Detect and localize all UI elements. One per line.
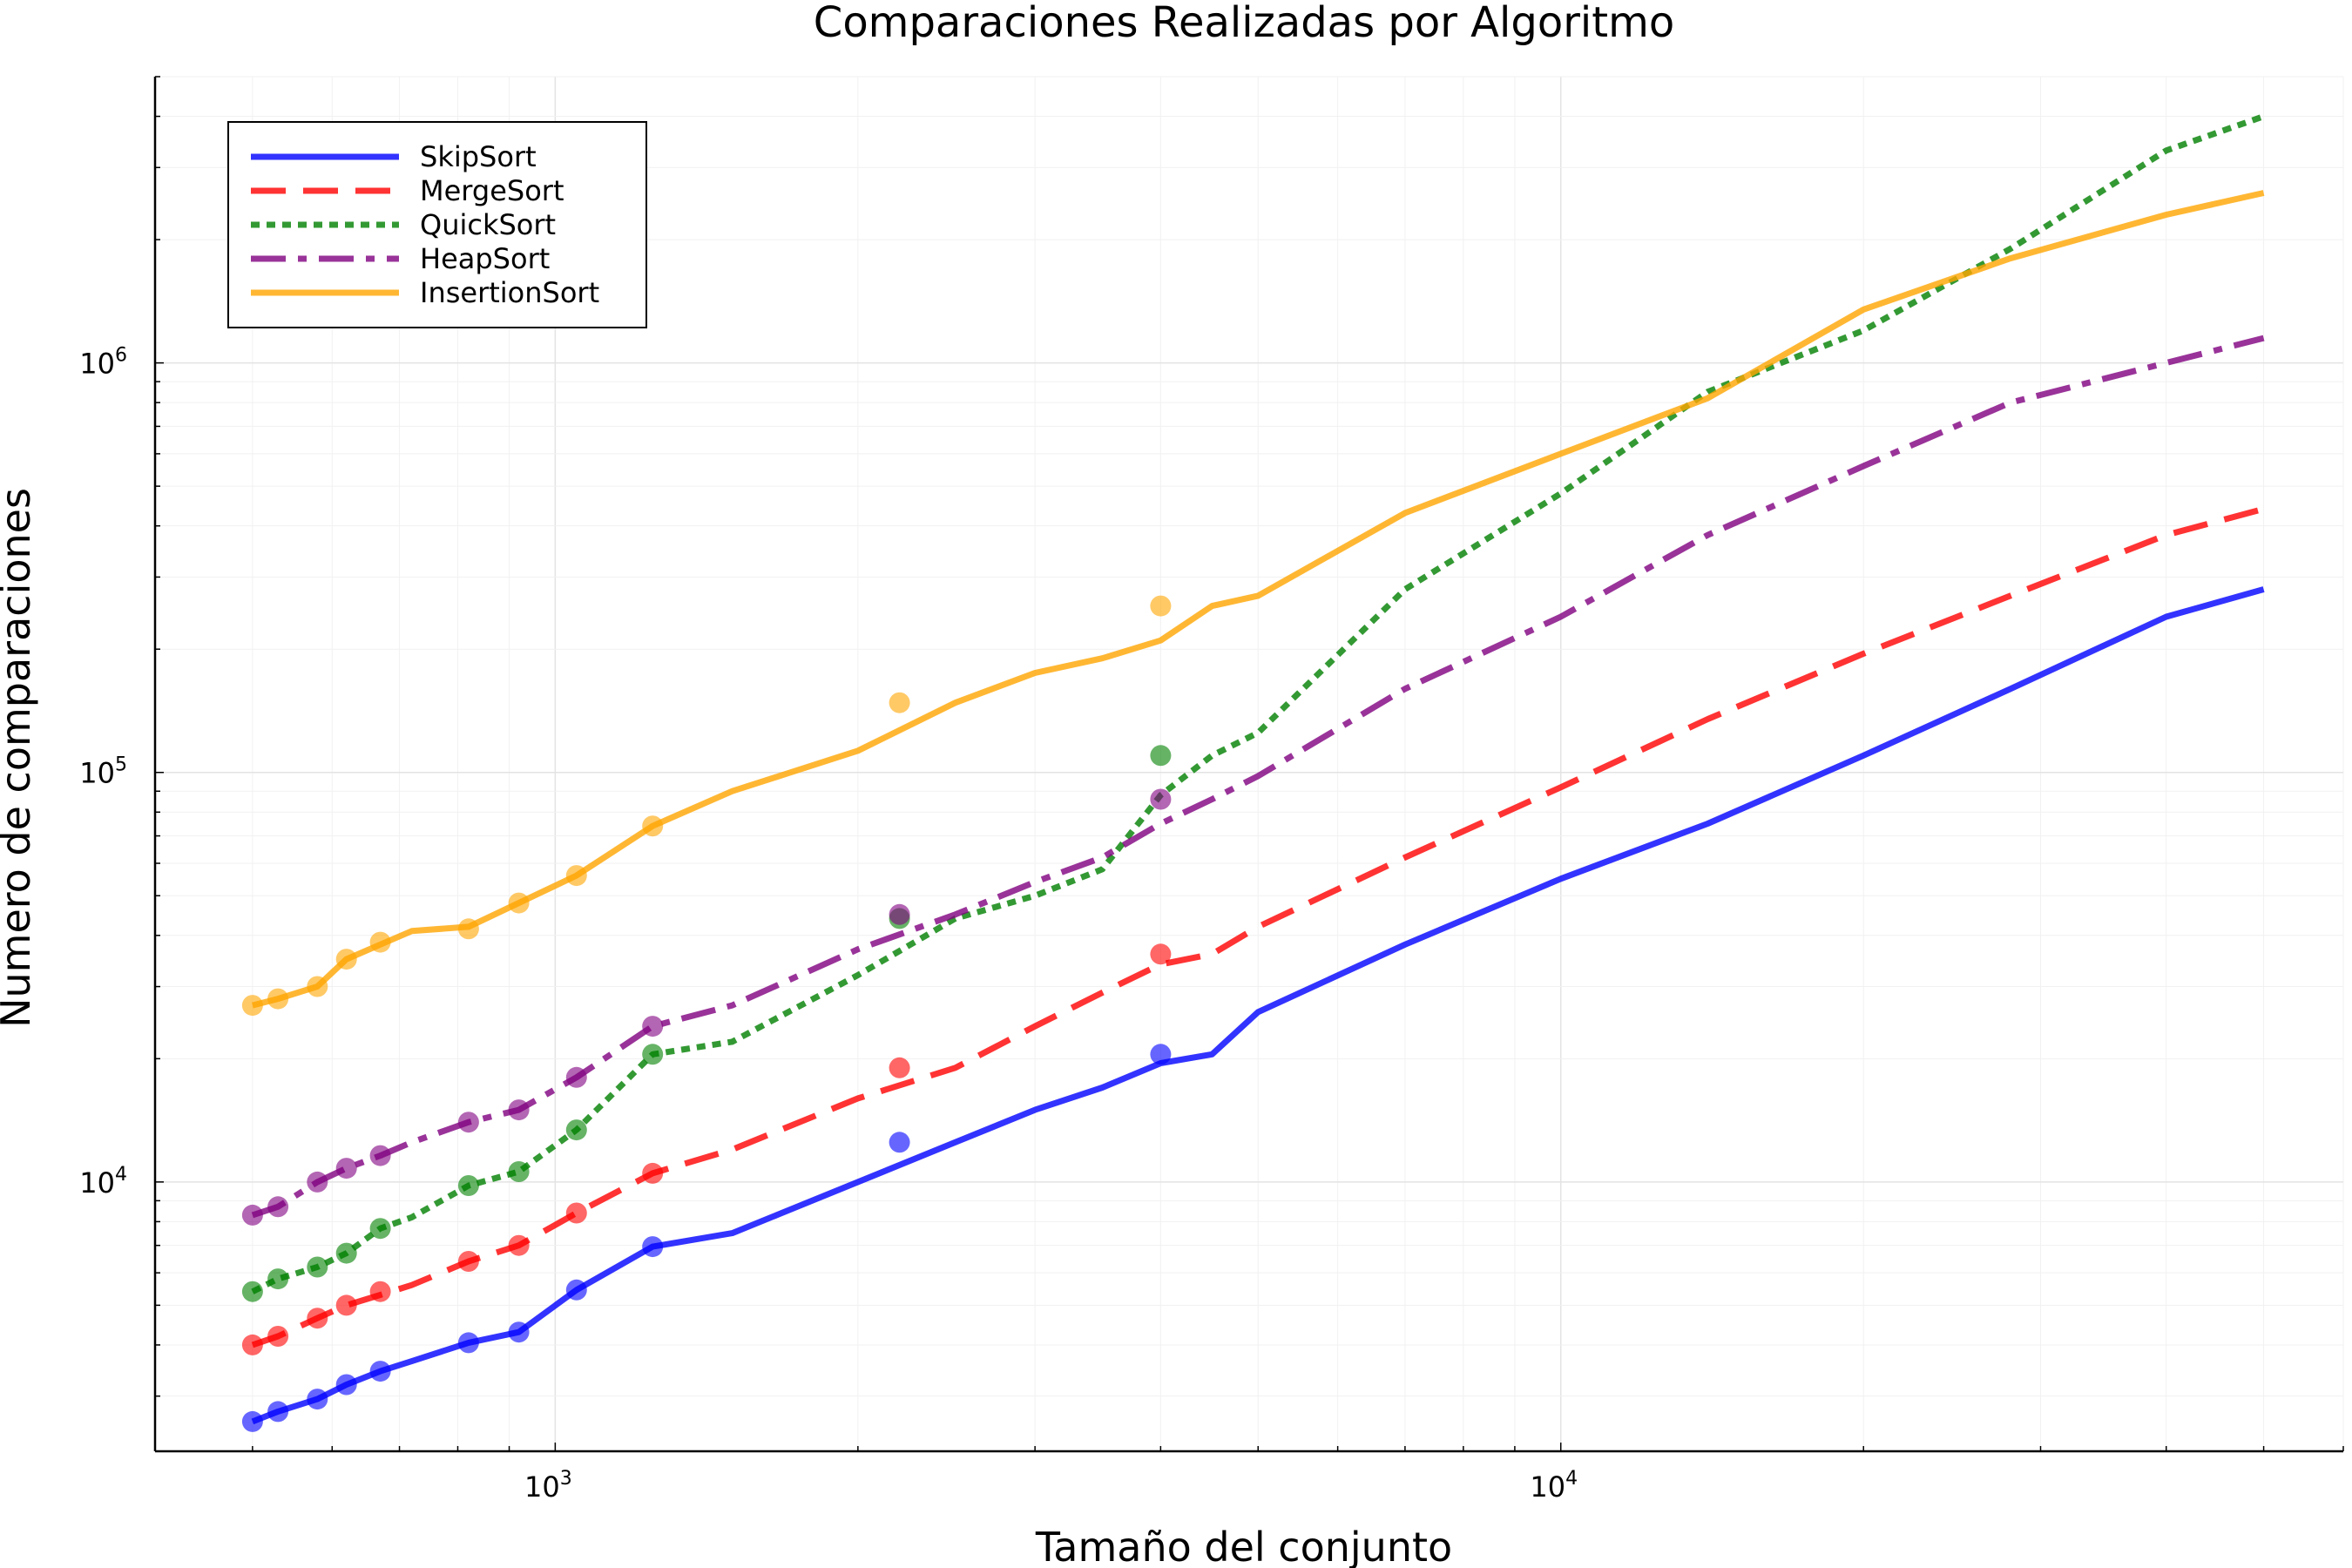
y-tick-base: 10 bbox=[79, 757, 115, 790]
data-point-skipsort bbox=[1150, 1044, 1172, 1065]
data-point-skipsort bbox=[241, 1410, 263, 1432]
data-point-insertionsort bbox=[889, 692, 910, 713]
data-point-quicksort bbox=[241, 1281, 263, 1302]
data-point-heapsort bbox=[335, 1158, 357, 1179]
data-point-insertionsort bbox=[335, 949, 357, 970]
data-point-mergesort bbox=[889, 1057, 910, 1078]
x-tick-label: 103 bbox=[524, 1468, 572, 1504]
data-point-quicksort bbox=[508, 1161, 530, 1182]
data-point-insertionsort bbox=[267, 988, 289, 1010]
data-point-skipsort bbox=[369, 1361, 391, 1382]
data-point-skipsort bbox=[508, 1321, 530, 1343]
data-point-heapsort bbox=[1150, 788, 1172, 810]
data-point-insertionsort bbox=[307, 976, 328, 997]
data-point-insertionsort bbox=[508, 892, 530, 914]
data-point-insertionsort bbox=[565, 865, 587, 887]
y-tick-exponent: 4 bbox=[115, 1164, 127, 1186]
data-point-quicksort bbox=[335, 1242, 357, 1264]
legend: SkipSortMergeSortQuickSortHeapSortInsert… bbox=[227, 121, 647, 328]
data-point-heapsort bbox=[889, 903, 910, 925]
data-point-skipsort bbox=[457, 1332, 479, 1354]
data-point-mergesort bbox=[457, 1251, 479, 1272]
legend-label-quicksort: QuickSort bbox=[420, 208, 556, 241]
y-tick-exponent: 5 bbox=[115, 754, 127, 776]
data-point-heapsort bbox=[457, 1112, 479, 1133]
x-tick-exponent: 4 bbox=[1565, 1468, 1578, 1490]
data-point-mergesort bbox=[565, 1202, 587, 1224]
x-tick-exponent: 3 bbox=[560, 1468, 572, 1490]
data-point-mergesort bbox=[307, 1308, 328, 1329]
data-point-heapsort bbox=[508, 1099, 530, 1121]
x-tick-base: 10 bbox=[1530, 1470, 1565, 1504]
x-tick-base: 10 bbox=[524, 1470, 560, 1504]
data-point-mergesort bbox=[1150, 943, 1172, 965]
data-point-insertionsort bbox=[457, 918, 479, 940]
x-axis-label: Tamaño del conjunto bbox=[1035, 1524, 1452, 1568]
data-point-heapsort bbox=[267, 1196, 289, 1218]
markers bbox=[241, 595, 1172, 1432]
data-point-quicksort bbox=[267, 1268, 289, 1290]
data-point-mergesort bbox=[241, 1334, 263, 1355]
data-point-heapsort bbox=[565, 1066, 587, 1088]
data-point-quicksort bbox=[369, 1218, 391, 1240]
data-point-heapsort bbox=[241, 1204, 263, 1226]
data-point-quicksort bbox=[307, 1256, 328, 1278]
legend-label-insertionsort: InsertionSort bbox=[420, 276, 599, 309]
data-point-insertionsort bbox=[241, 995, 263, 1017]
data-point-heapsort bbox=[307, 1171, 328, 1193]
legend-label-skipsort: SkipSort bbox=[420, 140, 537, 173]
data-point-skipsort bbox=[335, 1374, 357, 1396]
legend-label-mergesort: MergeSort bbox=[420, 174, 564, 207]
y-tick-base: 10 bbox=[79, 1166, 115, 1200]
data-point-skipsort bbox=[267, 1401, 289, 1423]
data-point-quicksort bbox=[565, 1119, 587, 1141]
y-tick-label: 106 bbox=[79, 345, 127, 381]
y-tick-label: 104 bbox=[79, 1164, 127, 1200]
chart-title: Comparaciones Realizadas por Algoritmo bbox=[814, 0, 1674, 47]
data-point-mergesort bbox=[642, 1162, 664, 1184]
data-point-quicksort bbox=[457, 1175, 479, 1196]
data-point-skipsort bbox=[889, 1132, 910, 1153]
y-tick-label: 105 bbox=[79, 754, 127, 790]
data-point-quicksort bbox=[642, 1044, 664, 1065]
data-point-quicksort bbox=[1150, 745, 1172, 767]
data-point-insertionsort bbox=[642, 815, 664, 837]
data-point-heapsort bbox=[369, 1145, 391, 1166]
data-point-insertionsort bbox=[369, 931, 391, 953]
legend-label-heapsort: HeapSort bbox=[420, 242, 550, 275]
data-point-insertionsort bbox=[1150, 595, 1172, 617]
y-axis-label: Numero de comparaciones bbox=[0, 488, 39, 1028]
data-point-mergesort bbox=[335, 1294, 357, 1316]
data-point-heapsort bbox=[642, 1016, 664, 1037]
data-point-skipsort bbox=[307, 1389, 328, 1410]
x-tick-label: 104 bbox=[1530, 1468, 1578, 1504]
data-point-skipsort bbox=[565, 1279, 587, 1301]
data-point-skipsort bbox=[642, 1236, 664, 1258]
y-tick-exponent: 6 bbox=[115, 345, 127, 367]
y-tick-base: 10 bbox=[79, 348, 115, 381]
data-point-mergesort bbox=[267, 1326, 289, 1347]
data-point-mergesort bbox=[508, 1234, 530, 1256]
data-point-mergesort bbox=[369, 1281, 391, 1302]
